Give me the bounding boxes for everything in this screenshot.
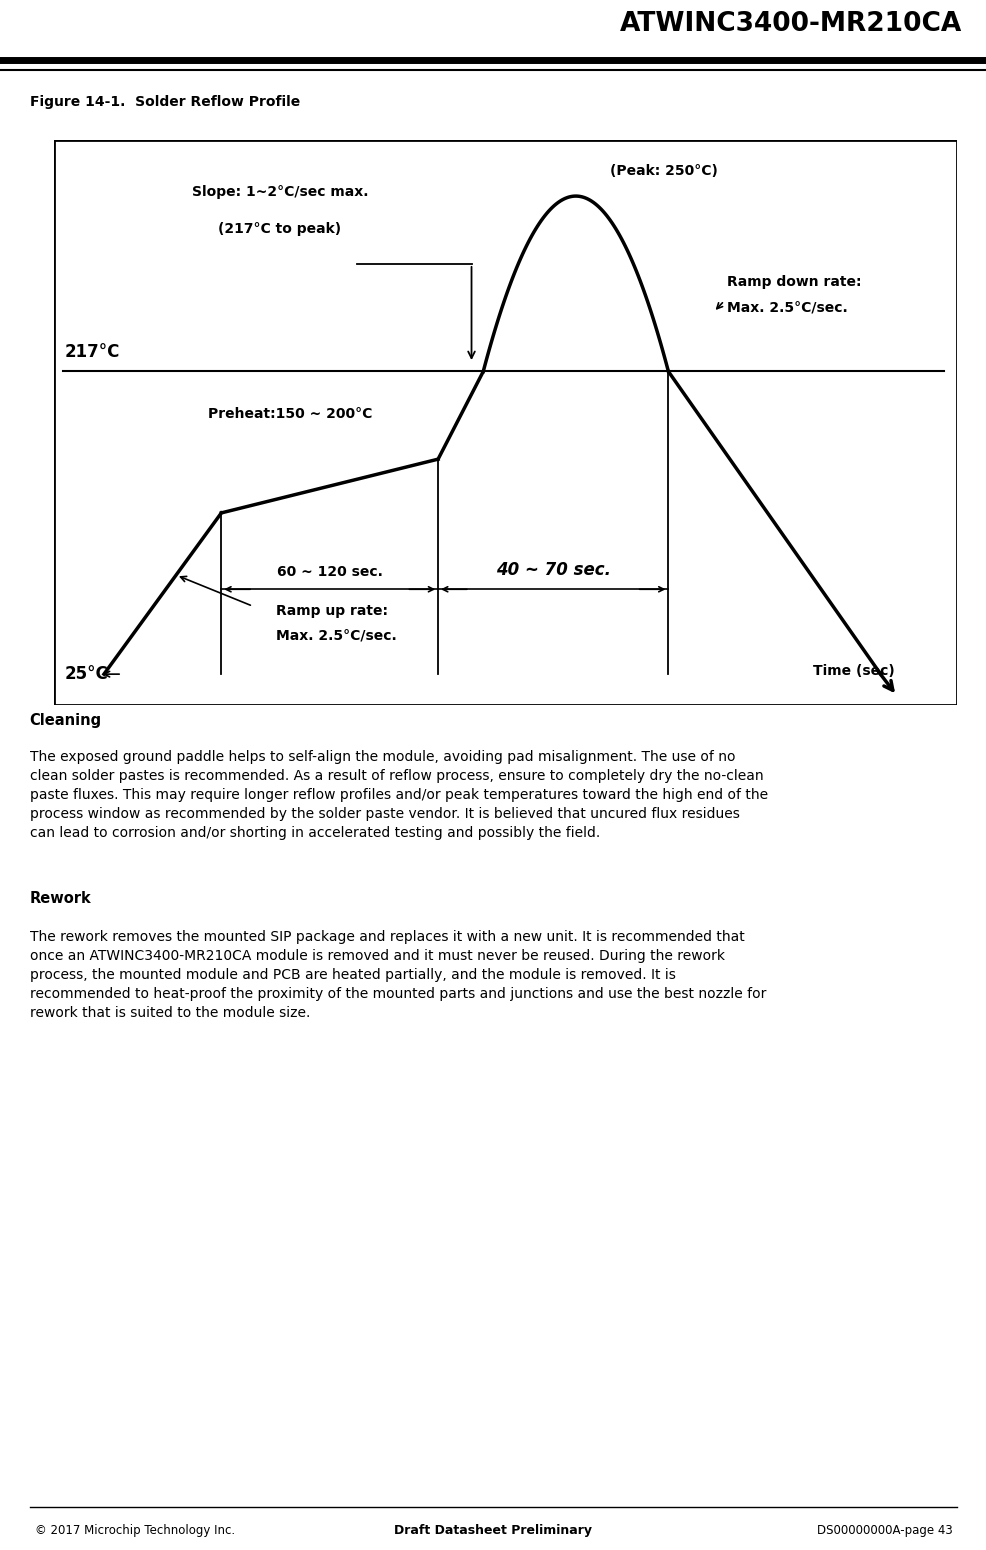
Text: The rework removes the mounted SIP package and replaces it with a new unit. It i: The rework removes the mounted SIP packa… — [30, 930, 765, 1020]
Text: Cleaning: Cleaning — [30, 713, 102, 728]
Text: ATWINC3400-MR210CA: ATWINC3400-MR210CA — [619, 11, 961, 37]
Text: 60 ~ 120 sec.: 60 ~ 120 sec. — [276, 566, 383, 580]
Text: Draft Datasheet Preliminary: Draft Datasheet Preliminary — [394, 1524, 592, 1538]
Text: Ramp up rate:: Ramp up rate: — [275, 603, 387, 617]
Text: (Peak: 250°C): (Peak: 250°C) — [609, 164, 717, 178]
Text: Figure 14-1.  Solder Reflow Profile: Figure 14-1. Solder Reflow Profile — [30, 95, 300, 109]
Text: Slope: 1~2°C/sec max.: Slope: 1~2°C/sec max. — [191, 184, 368, 198]
Text: Time (sec): Time (sec) — [811, 663, 893, 677]
Text: Preheat:150 ~ 200°C: Preheat:150 ~ 200°C — [208, 408, 372, 422]
Text: Ramp down rate:: Ramp down rate: — [727, 276, 861, 290]
Text: Rework: Rework — [30, 891, 92, 907]
Text: © 2017 Microchip Technology Inc.: © 2017 Microchip Technology Inc. — [35, 1524, 235, 1538]
Text: The exposed ground paddle helps to self-align the module, avoiding pad misalignm: The exposed ground paddle helps to self-… — [30, 750, 767, 840]
Text: Max. 2.5°C/sec.: Max. 2.5°C/sec. — [727, 301, 847, 315]
Text: 217°C: 217°C — [65, 343, 120, 361]
Text: (217°C to peak): (217°C to peak) — [218, 222, 341, 236]
Text: 25°C: 25°C — [65, 665, 108, 684]
Text: 40 ~ 70 sec.: 40 ~ 70 sec. — [495, 561, 610, 580]
Text: Max. 2.5°C/sec.: Max. 2.5°C/sec. — [275, 629, 396, 643]
Text: DS00000000A-page 43: DS00000000A-page 43 — [815, 1524, 951, 1538]
